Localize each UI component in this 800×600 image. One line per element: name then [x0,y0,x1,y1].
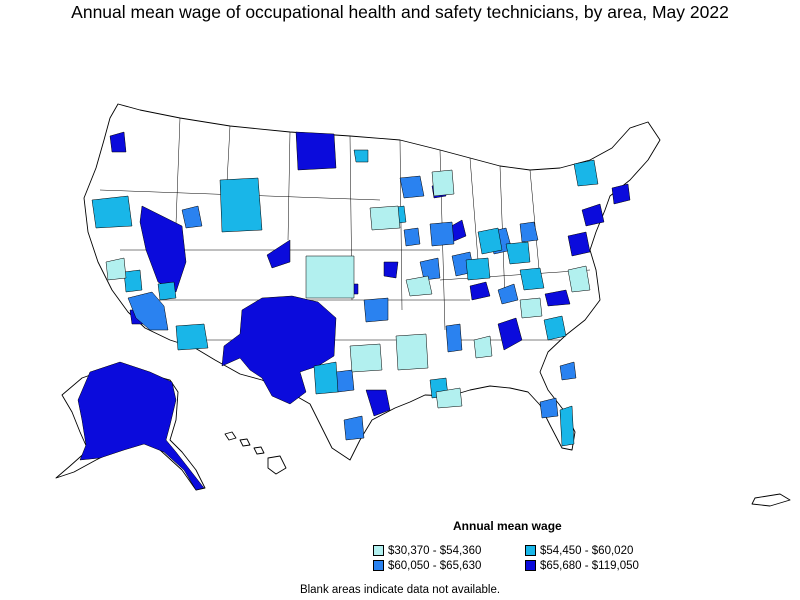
legend-title: Annual mean wage [453,519,562,533]
legend-swatch [525,545,536,556]
legend-swatch [525,560,536,571]
hawaii-island [239,438,251,447]
legend-item: $54,450 - $60,020 [525,545,633,557]
legend-item: $60,050 - $65,630 [373,560,481,572]
metro-areas [77,131,631,491]
hawaii-island [267,455,287,475]
legend-item: $65,680 - $119,050 [525,560,639,572]
hawaii-island [253,446,265,455]
legend-swatch [373,560,384,571]
map-title: Annual mean wage of occupational health … [71,2,729,22]
legend-label: $60,050 - $65,630 [388,560,482,572]
legend-label: $54,450 - $60,020 [540,545,634,557]
legend-item: $30,370 - $54,360 [373,545,481,557]
legend-label: $30,370 - $54,360 [388,545,482,557]
footnote: Blank areas indicate data not available. [299,584,501,596]
puerto-rico-island [751,493,791,507]
legend-swatch [373,545,384,556]
legend-label: $65,680 - $119,050 [540,560,639,572]
hawaii-island [224,431,237,441]
